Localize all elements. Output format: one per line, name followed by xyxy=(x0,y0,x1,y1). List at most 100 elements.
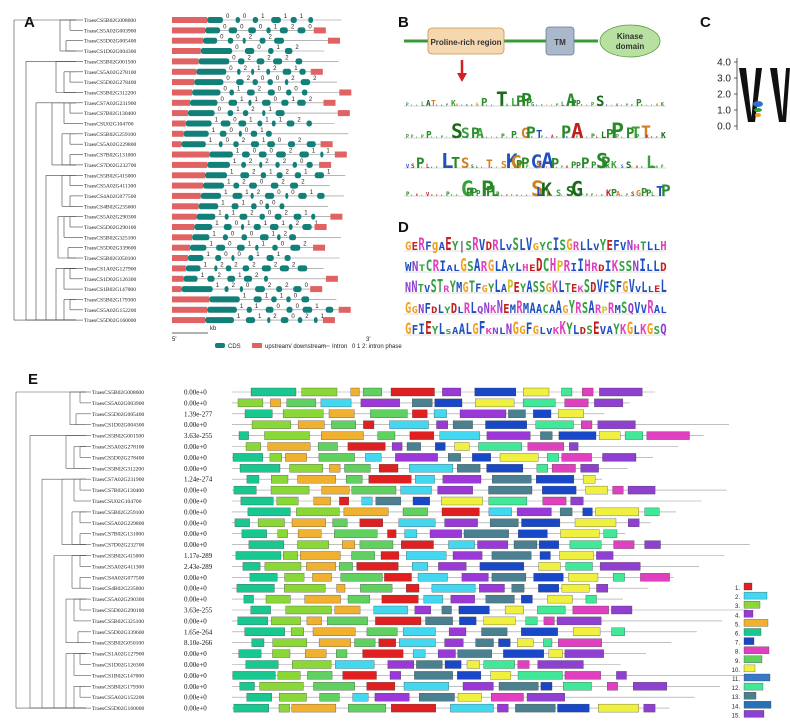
motif-letter: A xyxy=(607,324,614,337)
motif-letter: N xyxy=(627,238,633,254)
motif-letter: K xyxy=(578,285,585,295)
logo-glyph-right xyxy=(770,68,790,122)
logo-letter: P xyxy=(611,119,624,144)
motif-block xyxy=(246,693,272,702)
motif-block xyxy=(611,605,633,615)
motif-letter: R xyxy=(573,239,579,253)
motif-block xyxy=(414,671,453,680)
motif-block xyxy=(448,540,475,549)
intron-phase: 1 xyxy=(264,221,268,227)
motif-gene-label: TraesCS5A02G290300 xyxy=(92,597,145,603)
logo-letter: P xyxy=(636,98,642,109)
motif-block xyxy=(599,387,643,397)
logo-y-tick-label: 2.0 xyxy=(717,90,731,101)
cds-block xyxy=(185,265,201,272)
logo-letter: S xyxy=(451,120,463,143)
motif-legend-label: 12. xyxy=(732,686,741,692)
logo-letter: V xyxy=(621,195,623,197)
motif-letter: L xyxy=(633,324,640,337)
motif-letter: H xyxy=(660,238,666,253)
motif-legend-label: 4. xyxy=(735,613,740,619)
intron-phase: 2 xyxy=(234,262,238,268)
motif-legend-swatch xyxy=(743,646,770,654)
logo-letter: T xyxy=(651,165,654,169)
logo-letter: G xyxy=(521,126,530,142)
e-value: 0.00e+0 xyxy=(184,694,207,702)
motif-letter: L xyxy=(661,306,667,316)
cds-block xyxy=(282,68,292,75)
motif-block xyxy=(282,409,324,418)
motif-block xyxy=(344,464,371,473)
cds-block xyxy=(325,306,334,313)
cds-block xyxy=(276,151,286,158)
logo-letter: L xyxy=(426,164,430,170)
logo-letter: L xyxy=(561,195,563,197)
logo-letter: P xyxy=(531,135,533,139)
motif-gene-label: TraesCS5B02G415000 xyxy=(92,554,144,560)
motif-block xyxy=(342,540,356,549)
motif-letter: R xyxy=(591,260,598,274)
intron-phase: 2 xyxy=(242,138,246,144)
motif-block xyxy=(533,573,564,582)
cds-block xyxy=(205,172,227,179)
motif-gene-label: TraesCS5D02G005400 xyxy=(92,412,145,418)
logo-letter: A xyxy=(541,149,554,174)
cds-block xyxy=(205,27,221,34)
cds-block xyxy=(274,37,284,44)
motif-gene-label: TraesCS5B02G050100 xyxy=(92,641,144,647)
intron-phase: 1 xyxy=(237,314,241,320)
motif-block xyxy=(242,562,261,571)
logo-letter: P xyxy=(621,105,623,107)
logo-letter: G xyxy=(646,105,648,107)
cds-legend-label: CDS xyxy=(228,344,241,350)
motif-letter: G xyxy=(519,324,526,337)
logo-letter: A xyxy=(616,189,621,198)
intron-phase: 0 xyxy=(220,35,224,41)
motif-block xyxy=(448,453,461,462)
e-value: 0.00e+0 xyxy=(184,530,207,538)
motif-block xyxy=(363,420,375,429)
motif-block xyxy=(504,605,524,615)
motif-block xyxy=(643,703,656,713)
logo-letter: P xyxy=(481,177,494,202)
logo-letter: P xyxy=(446,103,448,107)
tm-domain xyxy=(545,26,575,56)
motif-block xyxy=(239,682,255,691)
intron-phase: 1 xyxy=(207,252,211,258)
motif-block xyxy=(412,409,428,418)
motif-gene-label: TraesCS5A02G152200 xyxy=(92,695,145,701)
logo-letter: K xyxy=(661,102,664,108)
motif-letter: I xyxy=(440,259,447,275)
motif-block xyxy=(390,387,435,397)
cds-block xyxy=(219,130,227,137)
motif-block xyxy=(343,507,389,517)
intron-phase: 1 xyxy=(265,293,269,299)
e-value: 3.63e-255 xyxy=(184,607,213,615)
logo-letter: K xyxy=(651,136,653,139)
motif-block xyxy=(240,496,274,506)
motif-block xyxy=(374,693,410,702)
logo-letter: T xyxy=(631,124,640,142)
motif-block xyxy=(557,703,590,713)
logo-letter: K xyxy=(441,195,443,197)
motif-letter: E xyxy=(514,281,520,296)
logo-letter: S xyxy=(461,126,470,142)
motif-letter: L xyxy=(515,260,522,274)
gene-label: TraesCS5A02G411300 xyxy=(84,184,136,190)
intron-phase: 1 xyxy=(256,252,260,258)
logo-letter: S xyxy=(461,156,469,172)
cds-block xyxy=(268,48,274,54)
motif-block xyxy=(239,464,281,473)
logo-letter: P xyxy=(406,102,409,108)
logo-letter: P xyxy=(586,137,588,139)
logo-letter: P xyxy=(661,181,671,200)
motif-block xyxy=(434,398,463,408)
motif-block xyxy=(409,431,435,440)
motif-letter: S xyxy=(654,324,660,337)
cds-block xyxy=(241,224,245,230)
motif-legend-swatch xyxy=(743,673,771,682)
cds-block xyxy=(241,234,247,241)
motif-block xyxy=(267,442,311,451)
intron-phase: 0 xyxy=(274,97,278,103)
e-value: 0.00e+0 xyxy=(184,661,207,669)
